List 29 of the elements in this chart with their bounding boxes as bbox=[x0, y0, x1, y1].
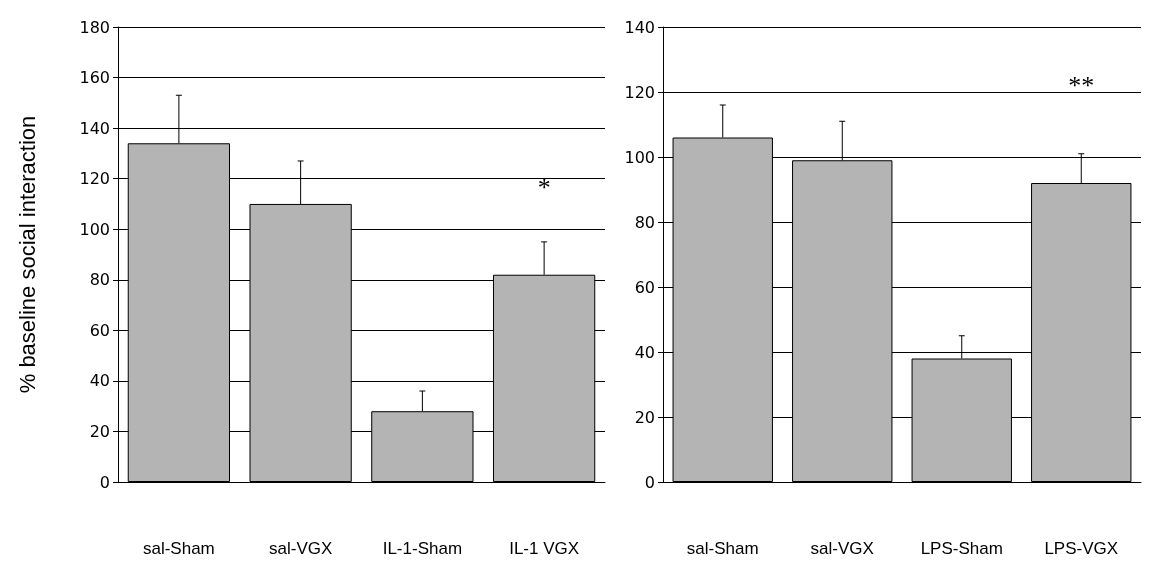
x-tick-label: sal-Sham bbox=[142, 539, 215, 558]
x-tick-label: LPS-Sham bbox=[920, 539, 1003, 558]
y-tick-label: 80 bbox=[634, 212, 655, 232]
y-tick-label: 120 bbox=[79, 169, 110, 189]
y-tick-label: 140 bbox=[624, 17, 655, 37]
y-tick-label: 60 bbox=[634, 277, 655, 297]
y-tick-label: 20 bbox=[89, 421, 110, 441]
x-tick-label: sal-VGX bbox=[268, 539, 333, 558]
y-tick-label: 60 bbox=[89, 320, 110, 340]
y-tick-label: 100 bbox=[624, 147, 655, 167]
y-tick-label: 160 bbox=[79, 68, 110, 88]
y-tick-label: 120 bbox=[624, 82, 655, 102]
y-tick-label: 80 bbox=[89, 270, 110, 290]
x-tick-label: sal-VGX bbox=[810, 539, 874, 558]
x-tick-label: sal-Sham bbox=[686, 539, 759, 558]
annotation: * bbox=[537, 172, 551, 202]
y-tick-label: 0 bbox=[644, 472, 655, 492]
y-tick-label: 40 bbox=[89, 371, 110, 391]
y-tick-label: 140 bbox=[79, 118, 110, 138]
annotation: ** bbox=[1068, 70, 1095, 100]
y-tick-label: 0 bbox=[99, 472, 110, 492]
y-tick-label: 180 bbox=[79, 17, 110, 37]
y-tick-label: 20 bbox=[634, 407, 655, 427]
x-tick-label: IL-1 VGX bbox=[509, 539, 580, 558]
x-tick-label: IL-1-Sham bbox=[382, 539, 463, 558]
y-tick-label: 40 bbox=[634, 342, 655, 362]
y-tick-label: 100 bbox=[79, 219, 110, 239]
y-axis-title: % baseline social interaction bbox=[14, 115, 40, 394]
x-tick-label: LPS-VGX bbox=[1044, 539, 1119, 558]
